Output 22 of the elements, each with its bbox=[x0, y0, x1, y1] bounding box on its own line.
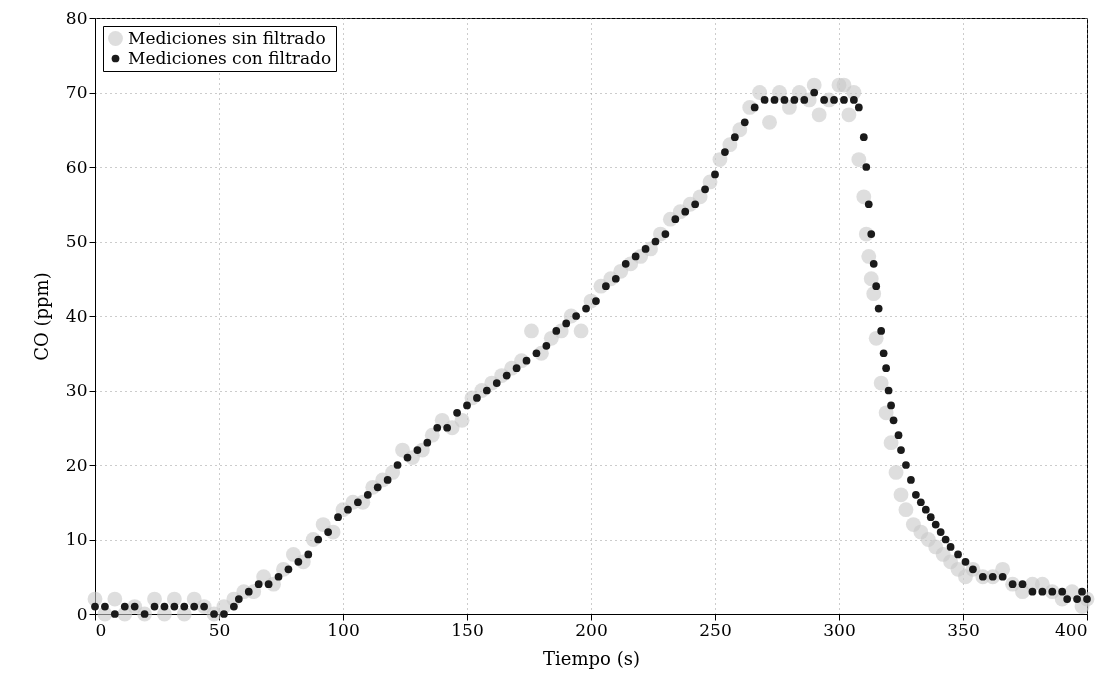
x-tick-label: 350 bbox=[947, 619, 980, 640]
x-tick-label: 0 bbox=[95, 619, 107, 640]
y-tick-label: 80 bbox=[65, 7, 88, 28]
legend-label: Mediciones con filtrado bbox=[128, 47, 332, 68]
y-tick-label: 0 bbox=[76, 603, 88, 624]
x-tick-label: 150 bbox=[451, 619, 484, 640]
y-tick-label: 70 bbox=[65, 82, 88, 102]
y-tick-label: 20 bbox=[65, 454, 88, 475]
x-axis-title: Tiempo (s) bbox=[543, 647, 640, 669]
y-tick-label: 30 bbox=[65, 380, 88, 400]
y-tick-label: 40 bbox=[65, 305, 88, 326]
x-tick-label: 300 bbox=[823, 619, 856, 640]
x-tick-label: 100 bbox=[327, 619, 360, 640]
x-tick-label: 400 bbox=[1055, 619, 1088, 640]
legend-label: Mediciones sin filtrado bbox=[128, 27, 326, 48]
x-tick-label: 200 bbox=[575, 619, 608, 640]
y-axis-title: CO (ppm) bbox=[30, 272, 52, 361]
y-tick-label: 50 bbox=[65, 231, 88, 251]
x-tick-label: 50 bbox=[208, 619, 231, 640]
x-tick-label: 250 bbox=[699, 619, 732, 640]
y-tick-label: 60 bbox=[65, 156, 88, 177]
y-tick-label: 10 bbox=[65, 529, 88, 549]
